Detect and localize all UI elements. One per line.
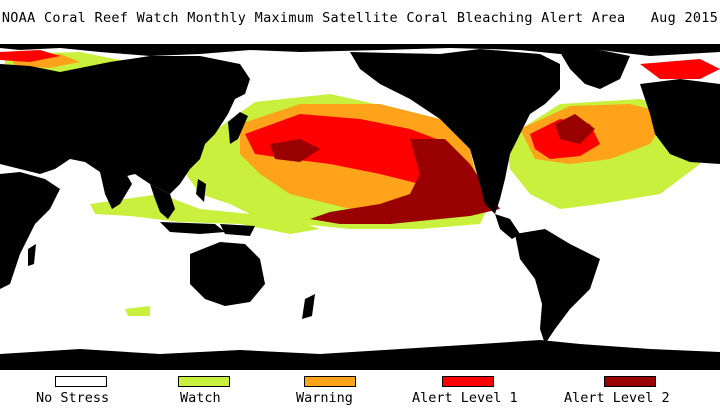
philippines bbox=[196, 179, 206, 202]
legend-label-no-stress: No Stress bbox=[36, 390, 110, 406]
legend-swatch-alert-level-1 bbox=[442, 376, 494, 387]
europe bbox=[640, 79, 720, 164]
legend-label-alert-level-1: Alert Level 1 bbox=[412, 390, 518, 406]
alert1-area-north-europe bbox=[640, 59, 720, 79]
alert-level-2-areas bbox=[270, 114, 595, 224]
africa bbox=[0, 172, 60, 289]
new-zealand bbox=[302, 294, 315, 319]
legend-swatch-alert-level-2 bbox=[604, 376, 656, 387]
bleaching-alert-map bbox=[0, 44, 720, 370]
antarctica bbox=[0, 340, 720, 370]
watch-area-south-indian bbox=[125, 306, 150, 316]
legend-swatch-warning bbox=[304, 376, 356, 387]
alert-level-1-areas bbox=[0, 50, 720, 194]
alert2-area-west-pacific bbox=[270, 139, 320, 162]
new-guinea bbox=[220, 224, 255, 236]
alert2-area-atlantic bbox=[555, 114, 595, 144]
legend-swatch-watch bbox=[178, 376, 230, 387]
greenland bbox=[560, 50, 630, 89]
japan bbox=[228, 112, 248, 144]
indian-subcontinent bbox=[100, 172, 132, 209]
legend-label-watch: Watch bbox=[180, 390, 221, 406]
legend: No Stress Watch Warning Alert Level 1 Al… bbox=[0, 376, 720, 411]
legend-label-alert-level-2: Alert Level 2 bbox=[564, 390, 670, 406]
australia bbox=[190, 242, 265, 306]
southeast-asia bbox=[150, 184, 175, 219]
watch-area-equatorial-band bbox=[90, 194, 320, 234]
maritime-continent bbox=[160, 222, 225, 234]
south-america bbox=[515, 229, 600, 344]
land-masses bbox=[0, 44, 720, 370]
eurasia bbox=[0, 56, 250, 194]
north-america bbox=[350, 49, 560, 214]
arctic-land bbox=[0, 44, 720, 56]
legend-label-warning: Warning bbox=[296, 390, 353, 406]
alert1-area-arctic bbox=[0, 50, 60, 62]
alert1-area-north-pacific bbox=[245, 114, 470, 194]
map-title: NOAA Coral Reef Watch Monthly Maximum Sa… bbox=[1, 10, 719, 26]
madagascar bbox=[28, 244, 36, 266]
central-america bbox=[495, 214, 520, 239]
legend-swatch-no-stress bbox=[55, 376, 107, 387]
alert2-area-east-pacific bbox=[310, 139, 500, 224]
